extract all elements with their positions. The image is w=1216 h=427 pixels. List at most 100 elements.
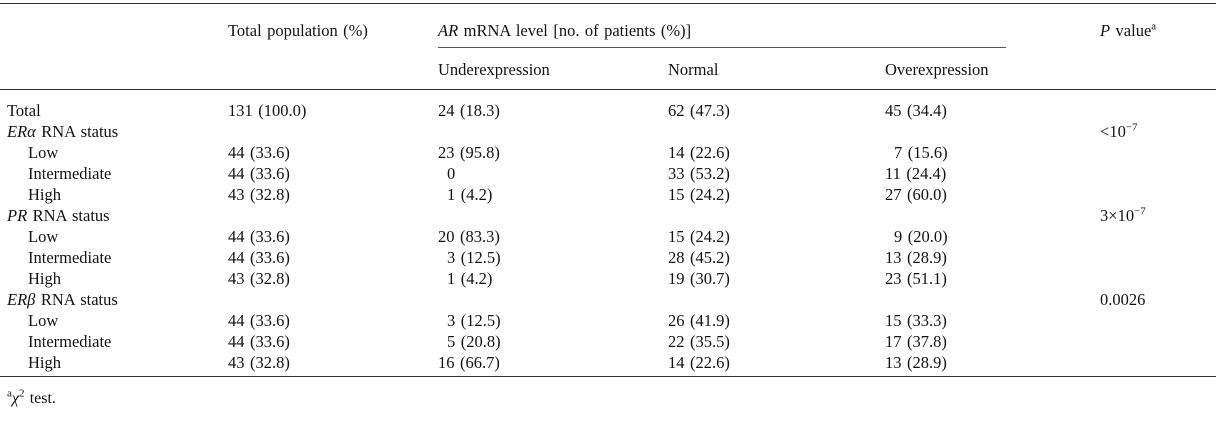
- p-value-cell: [1100, 268, 1216, 289]
- total-population-cell: [228, 121, 438, 142]
- table-row: Intermediate 44 (33.6) 5 (20.8) 22 (35.5) 17…: [0, 331, 1216, 352]
- row-label-cell: Intermediate: [28, 164, 112, 183]
- table-row: PR RNA status 3×10−7: [0, 205, 1216, 226]
- overexpression-cell: 11 (24.4): [885, 164, 947, 183]
- overexpression-cell: [885, 289, 1100, 310]
- header-sub-row: Underexpression Normal Overexpression: [0, 47, 1216, 90]
- results-table: Total population (%) AR mRNA level [no. …: [0, 3, 1216, 377]
- ar-group-label: mRNA level [no. of patients (%)]: [458, 21, 692, 40]
- column-header-underexpression: Underexpression: [438, 47, 668, 90]
- table-row: Intermediate 44 (33.6) 0 33 (53.2) 11 (24.4): [0, 163, 1216, 184]
- total-population-cell: 44 (33.6): [228, 164, 290, 183]
- p-value-cell: [1100, 331, 1216, 352]
- p-value-cell: [1100, 184, 1216, 205]
- column-header-normal: Normal: [668, 47, 885, 90]
- normal-cell: 28 (45.2): [668, 248, 730, 267]
- overexpression-cell: 45 (34.4): [885, 101, 947, 120]
- total-population-cell: 131 (100.0): [228, 101, 307, 120]
- table-body: Total 131 (100.0) 24 (18.3) 62 (47.3) 45 (34…: [0, 90, 1216, 377]
- p-value-cell: 3×10−7: [1100, 205, 1146, 225]
- table-row: High 43 (32.8) 1 (4.2) 19 (30.7) 23 (51.1): [0, 268, 1216, 289]
- total-population-cell: 44 (33.6): [228, 227, 290, 246]
- table-row: Low 44 (33.6) 3 (12.5) 26 (41.9) 15 (33.3): [0, 310, 1216, 331]
- table-row: High 43 (32.8) 16 (66.7) 14 (22.6) 13 (28.9): [0, 352, 1216, 377]
- row-label-cell: High: [28, 185, 61, 204]
- normal-cell: [668, 205, 885, 226]
- p-value-exponent: −7: [1125, 121, 1138, 134]
- row-label-cell: Total: [7, 101, 41, 120]
- p-value-cell: 0.0026: [1100, 290, 1146, 309]
- overexpression-cell: 17 (37.8): [885, 332, 947, 351]
- underexpression-cell: 20 (83.3): [438, 227, 500, 246]
- gene-symbol: ERβ: [7, 290, 36, 309]
- underexpression-cell: 0: [447, 164, 456, 183]
- underexpression-cell: [438, 205, 668, 226]
- total-population-cell: [228, 205, 438, 226]
- overexpression-cell: 15 (33.3): [885, 311, 947, 330]
- underexpression-cell: 5 (20.8): [447, 332, 501, 351]
- footnote-text: test.: [24, 390, 56, 407]
- overexpression-cell: 13 (28.9): [885, 248, 947, 267]
- row-label-cell: Low: [28, 227, 59, 246]
- total-population-cell: 44 (33.6): [228, 311, 290, 330]
- chi-symbol: χ: [11, 390, 19, 407]
- row-label-cell: Low: [28, 143, 59, 162]
- p-value-cell: [1100, 163, 1216, 184]
- table-row: High 43 (32.8) 1 (4.2) 15 (24.2) 27 (60.0): [0, 184, 1216, 205]
- p-value-cell: [1100, 352, 1216, 377]
- normal-cell: 26 (41.9): [668, 311, 730, 330]
- header-group-row: Total population (%) AR mRNA level [no. …: [0, 4, 1216, 48]
- overexpression-cell: [885, 205, 1100, 226]
- p-symbol: P: [1100, 21, 1111, 40]
- underexpression-cell: [438, 289, 668, 310]
- normal-cell: 15 (24.2): [668, 227, 730, 246]
- underexpression-cell: 3 (12.5): [447, 311, 501, 330]
- column-header-overexpression: Overexpression: [885, 47, 1101, 90]
- table-row: Low 44 (33.6) 20 (83.3) 15 (24.2) 9 (20.0): [0, 226, 1216, 247]
- normal-cell: 62 (47.3): [668, 101, 730, 120]
- gene-symbol: PR: [7, 206, 28, 225]
- underexpression-cell: 16 (66.7): [438, 353, 500, 372]
- p-value-exponent: −7: [1134, 205, 1146, 218]
- gene-symbol: ERα: [7, 122, 36, 141]
- normal-cell: 14 (22.6): [668, 353, 730, 372]
- normal-cell: 33 (53.2): [668, 164, 730, 183]
- overexpression-cell: 9 (20.0): [894, 227, 948, 246]
- normal-cell: 19 (30.7): [668, 269, 730, 288]
- p-value-cell: [1100, 142, 1216, 163]
- total-population-cell: 43 (32.8): [228, 353, 290, 372]
- underexpression-cell: [438, 121, 668, 142]
- chi-exponent: 2: [18, 387, 25, 400]
- row-label-cell: PR RNA status: [7, 206, 110, 225]
- overexpression-cell: 13 (28.9): [885, 353, 947, 372]
- row-label-cell: High: [28, 353, 61, 372]
- table-row: Total 131 (100.0) 24 (18.3) 62 (47.3) 45 (34…: [0, 90, 1216, 122]
- ar-group-spanner-rule: [438, 46, 1006, 48]
- row-label-cell: Low: [28, 311, 59, 330]
- paper-table-figure: Total population (%) AR mRNA level [no. …: [0, 3, 1216, 427]
- normal-cell: 22 (35.5): [668, 332, 730, 351]
- overexpression-cell: 7 (15.6): [894, 143, 948, 162]
- normal-cell: 14 (22.6): [668, 143, 730, 162]
- column-header-ar-group: AR mRNA level [no. of patients (%)]: [438, 4, 1100, 48]
- normal-cell: 15 (24.2): [668, 185, 730, 204]
- column-header-p-value: P valuea: [1100, 4, 1216, 48]
- total-population-cell: 44 (33.6): [228, 248, 290, 267]
- p-value-footnote-marker: a: [1151, 20, 1157, 33]
- underexpression-cell: 23 (95.8): [438, 143, 500, 162]
- row-label-cell: High: [28, 269, 61, 288]
- total-population-cell: [228, 289, 438, 310]
- overexpression-cell: 27 (60.0): [885, 185, 947, 204]
- overexpression-cell: 23 (51.1): [885, 269, 947, 288]
- row-label-cell: ERα RNA status: [7, 122, 119, 141]
- table-header: Total population (%) AR mRNA level [no. …: [0, 4, 1216, 90]
- underexpression-cell: 1 (4.2): [447, 269, 493, 288]
- underexpression-cell: 24 (18.3): [438, 101, 500, 120]
- p-value-cell: <10−7: [1100, 121, 1138, 141]
- normal-cell: [668, 121, 885, 142]
- p-value-cell: [1100, 226, 1216, 247]
- normal-cell: [668, 289, 885, 310]
- row-label-cell: Intermediate: [28, 332, 112, 351]
- row-label-cell: ERβ RNA status: [7, 290, 118, 309]
- total-population-cell: 43 (32.8): [228, 185, 290, 204]
